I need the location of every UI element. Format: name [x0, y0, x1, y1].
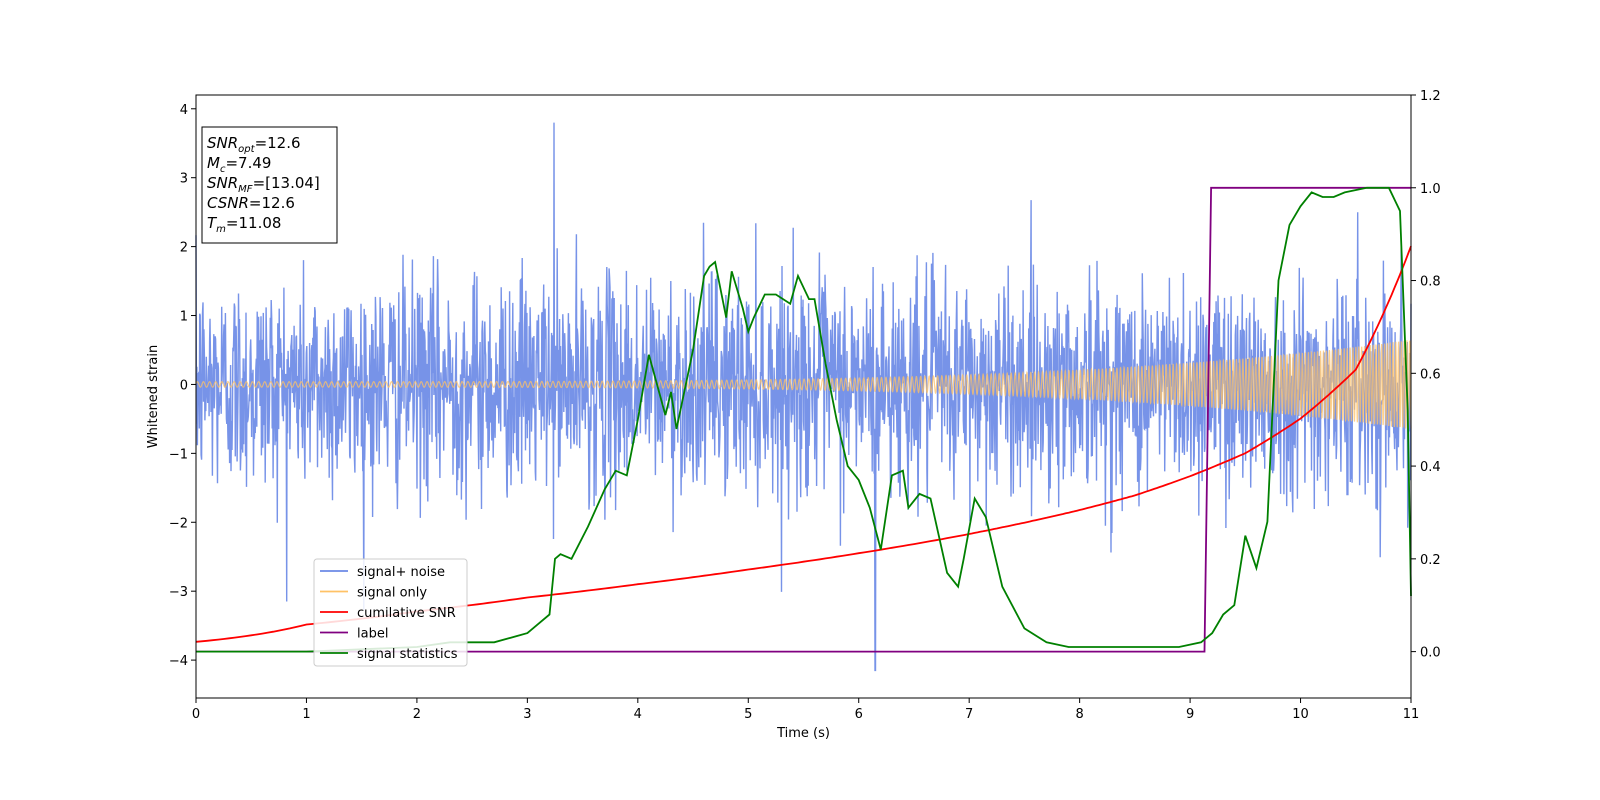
legend-entry-label: signal only: [357, 586, 427, 601]
series-lines-layer: [195, 186, 1412, 653]
info-line: CSNR=12.6: [207, 194, 295, 212]
x-tick-label: 9: [1186, 707, 1194, 722]
x-tick-label: 1: [302, 707, 310, 722]
y2-tick-label: 0.6: [1420, 367, 1441, 382]
plot-frame: [195, 94, 1412, 699]
info-line: Tm=11.08: [207, 214, 281, 235]
y2-tick-label: 0.0: [1420, 646, 1441, 661]
y-tick-label: −4: [169, 654, 188, 669]
y-tick-label: −2: [169, 516, 188, 531]
legend-entry-label: label: [357, 627, 388, 642]
series-label-line: [196, 186, 1411, 653]
info-line: SNRopt=12.6: [207, 134, 301, 155]
y-tick-label: 1: [180, 310, 188, 325]
info-box-frame: [201, 126, 338, 244]
y-tick-label: 3: [180, 172, 188, 187]
ticks-layer: 0 1 2 3 4 5 6 7 8 9 10 11 −4 −3 −2 −1 0 1 2 3 4 0.0 0.2 0.4 0.6 0…: [169, 89, 1441, 722]
legend-entry-label: signal+ noise: [357, 565, 445, 580]
x-axis-label: Time (s): [776, 726, 830, 741]
legend: signal+ noise signal only cumilative SNR la…: [313, 558, 468, 667]
x-tick-label: 6: [855, 707, 863, 722]
x-tick-label: 2: [413, 707, 421, 722]
y2-tick-label: 0.2: [1420, 553, 1441, 568]
y-tick-label: 4: [180, 103, 188, 118]
y-axis-label: Whitened strain: [146, 345, 161, 448]
y2-tick-label: 1.0: [1420, 182, 1441, 197]
x-tick-label: 0: [192, 707, 200, 722]
info-line: SNRMF=[13.04]: [207, 174, 320, 195]
series-signal-statistics-line: [196, 186, 1412, 653]
x-tick-label: 4: [634, 707, 642, 722]
info-line: Mc=7.49: [207, 154, 271, 175]
y-tick-label: 0: [180, 378, 188, 393]
series-cumulative-snr-line: [195, 245, 1412, 643]
legend-entry-label: signal statistics: [357, 647, 458, 662]
legend-entry-label: cumilative SNR: [357, 606, 456, 621]
x-tick-label: 11: [1403, 707, 1420, 722]
y-tick-label: 2: [180, 241, 188, 256]
y2-tick-label: 0.4: [1420, 460, 1441, 475]
y-tick-label: −3: [169, 585, 188, 600]
y2-tick-label: 1.2: [1420, 89, 1441, 104]
x-tick-label: 7: [965, 707, 973, 722]
x-tick-label: 8: [1075, 707, 1083, 722]
x-tick-label: 5: [744, 707, 752, 722]
info-box: SNRopt=12.6Mc=7.49SNRMF=[13.04]CSNR=12.6…: [201, 126, 338, 244]
legend-frame: [313, 558, 468, 667]
x-tick-label: 10: [1292, 707, 1309, 722]
y-tick-label: −1: [169, 447, 188, 462]
y2-tick-label: 0.8: [1420, 275, 1441, 290]
x-tick-label: 3: [523, 707, 531, 722]
